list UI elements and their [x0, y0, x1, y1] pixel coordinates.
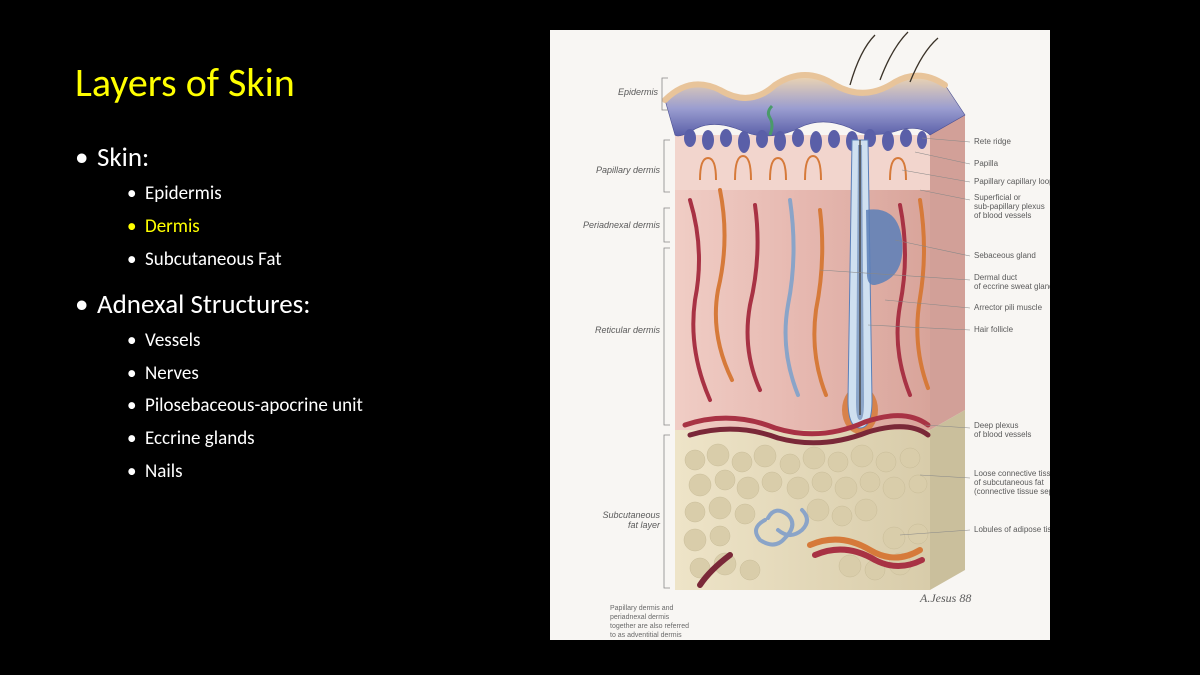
- svg-text:Lobules of adipose tissue: Lobules of adipose tissue: [974, 525, 1050, 534]
- svg-text:Sebaceous gland: Sebaceous gland: [974, 251, 1036, 260]
- svg-text:Rete ridge: Rete ridge: [974, 137, 1011, 146]
- skin-diagram: Epidermis Papillary dermis Periadnexal d…: [550, 30, 1050, 640]
- artist-signature: A.Jesus 88: [919, 591, 971, 605]
- sub-bullet-nerves: Nerves: [97, 362, 495, 387]
- svg-text:Papillary dermis: Papillary dermis: [596, 165, 661, 175]
- svg-text:Arrector pili muscle: Arrector pili muscle: [974, 303, 1043, 312]
- sub-bullet-dermis: Dermis: [97, 215, 495, 240]
- label-subcutaneous-fat: Subcutaneousfat layer: [602, 435, 670, 588]
- left-labels: Epidermis Papillary dermis Periadnexal d…: [583, 78, 670, 588]
- slide: Layers of Skin Skin: Epidermis Dermis Su…: [0, 0, 1200, 675]
- skin-diagram-svg: Epidermis Papillary dermis Periadnexal d…: [550, 30, 1050, 640]
- svg-text:Epidermis: Epidermis: [618, 87, 659, 97]
- sub-bullet-vessels: Vessels: [97, 329, 495, 354]
- svg-text:Dermal ductof eccrine sweat gl: Dermal ductof eccrine sweat gland: [974, 273, 1050, 291]
- bullet-list-level1: Skin: Epidermis Dermis Subcutaneous Fat …: [75, 140, 495, 484]
- svg-text:Loose connective tissueof subc: Loose connective tissueof subcutaneous f…: [974, 469, 1050, 496]
- svg-text:Superficial orsub-papillary pl: Superficial orsub-papillary plexusof blo…: [974, 193, 1045, 220]
- figure-footnote: Papillary dermis and periadnexal dermis …: [610, 605, 691, 639]
- label-periadnexal-dermis: Periadnexal dermis: [583, 208, 670, 242]
- slide-title: Layers of Skin: [75, 58, 295, 107]
- bullet-list-level2: Epidermis Dermis Subcutaneous Fat: [97, 182, 495, 272]
- svg-text:Reticular dermis: Reticular dermis: [595, 325, 661, 335]
- label-papillary-dermis: Papillary dermis: [596, 140, 670, 192]
- label-reticular-dermis: Reticular dermis: [595, 248, 670, 425]
- svg-text:Papillary capillary loop: Papillary capillary loop: [974, 177, 1050, 186]
- bullet-adnexal: Adnexal Structures: Vessels Nerves Pilos…: [75, 287, 495, 485]
- svg-text:Periadnexal dermis: Periadnexal dermis: [583, 220, 661, 230]
- block-side-fat: [930, 410, 965, 590]
- block-side-dermis: [930, 115, 965, 430]
- sub-bullet-subcutaneous-fat: Subcutaneous Fat: [97, 248, 495, 273]
- svg-text:Subcutaneousfat layer: Subcutaneousfat layer: [602, 510, 661, 530]
- sub-bullet-pilosebaceous: Pilosebaceous-apocrine unit: [97, 394, 495, 419]
- sub-bullet-nails: Nails: [97, 460, 495, 485]
- bullet-label: Adnexal Structures:: [97, 288, 310, 321]
- bullet-list-level2: Vessels Nerves Pilosebaceous-apocrine un…: [97, 329, 495, 484]
- sub-bullet-epidermis: Epidermis: [97, 182, 495, 207]
- bullet-skin: Skin: Epidermis Dermis Subcutaneous Fat: [75, 140, 495, 273]
- slide-content: Skin: Epidermis Dermis Subcutaneous Fat …: [75, 140, 495, 498]
- svg-text:Hair follicle: Hair follicle: [974, 325, 1014, 334]
- bullet-label: Skin:: [97, 141, 149, 174]
- label-epidermis: Epidermis: [618, 78, 668, 110]
- svg-text:Deep plexusof blood vessels: Deep plexusof blood vessels: [974, 421, 1031, 439]
- svg-text:Papilla: Papilla: [974, 159, 999, 168]
- sub-bullet-eccrine: Eccrine glands: [97, 427, 495, 452]
